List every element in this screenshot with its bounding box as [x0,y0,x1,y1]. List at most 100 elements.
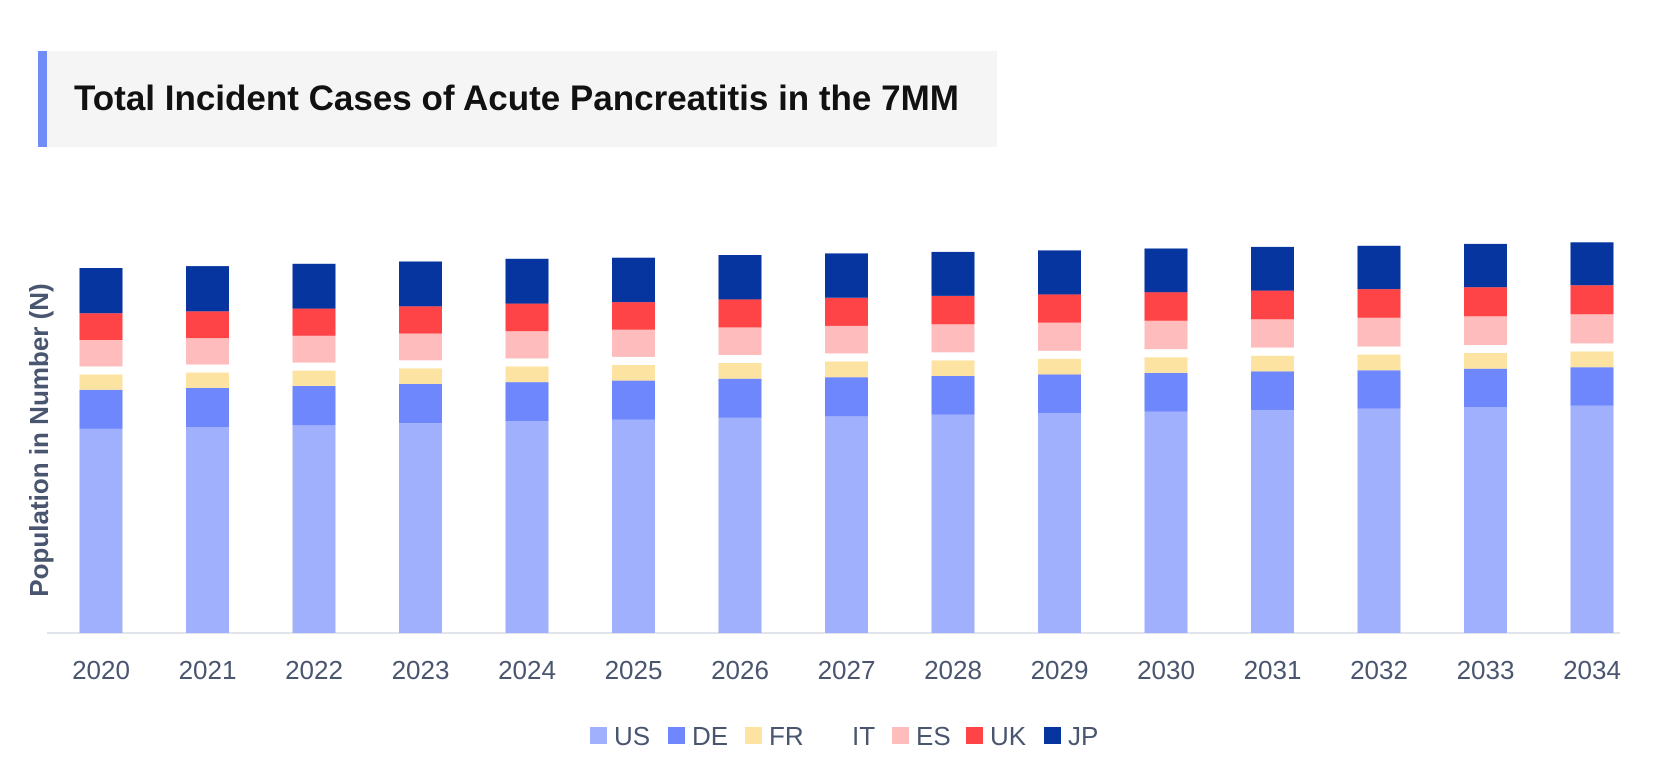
legend-swatch-us [590,727,607,744]
bar-de-2032 [1357,370,1401,409]
bar-es-2021 [186,338,229,365]
bar-es-2024 [505,331,549,359]
bar-fr-2033 [1464,353,1507,369]
bar-us-2025 [612,419,655,633]
bar-uk-2030 [1144,292,1188,321]
legend-label-it: IT [852,721,875,751]
x-tick-label-2033: 2033 [1457,655,1515,685]
bar-uk-2033 [1464,287,1507,317]
legend-swatch-es [892,727,909,744]
x-tick-label-2028: 2028 [924,655,982,685]
bar-de-2034 [1570,367,1614,406]
bar-es-2034 [1570,314,1614,344]
x-tick-label-2022: 2022 [285,655,343,685]
bar-it-2030 [1144,349,1188,358]
bar-fr-2024 [505,366,549,383]
chart-title: Total Incident Cases of Acute Pancreatit… [74,79,959,118]
bar-jp-2024 [505,258,549,304]
legend-swatch-it [828,727,845,744]
y-axis-label: Population in Number (N) [24,283,54,596]
bar-it-2031 [1251,347,1294,356]
bar-us-2029 [1038,413,1081,633]
bar-fr-2029 [1038,358,1081,375]
bar-es-2030 [1144,320,1188,350]
bar-fr-2023 [399,368,442,384]
bar-jp-2032 [1357,245,1401,290]
bar-es-2028 [931,324,975,353]
bar-us-2030 [1144,411,1188,633]
bar-it-2027 [825,353,868,362]
x-tick-label-2025: 2025 [605,655,663,685]
legend-label-fr: FR [769,721,804,751]
bar-uk-2023 [399,306,442,334]
bar-uk-2032 [1357,289,1401,318]
bar-jp-2030 [1144,248,1188,293]
legend-label-de: DE [692,721,728,751]
legend-swatch-jp [1044,727,1061,744]
bar-uk-2025 [612,302,655,330]
legend: US DE FR IT ES UK JP [590,721,1098,751]
bar-jp-2027 [825,253,868,298]
bar-es-2032 [1357,317,1401,347]
bar-jp-2031 [1251,246,1294,291]
bar-it-2020 [79,366,123,375]
bar-fr-2026 [718,363,762,379]
bar-us-2020 [79,428,123,633]
x-tick-label-2034: 2034 [1563,655,1621,685]
bar-it-2024 [505,358,549,367]
bar-it-2021 [186,364,229,373]
legend-swatch-fr [745,727,762,744]
bar-de-2027 [825,377,868,417]
bar-jp-2022 [292,263,336,309]
legend-label-us: US [614,721,650,751]
bar-it-2028 [931,352,975,361]
legend-label-es: ES [916,721,951,751]
bar-it-2034 [1570,343,1614,352]
bar-us-2031 [1251,410,1294,633]
bar-fr-2034 [1570,351,1614,368]
bar-uk-2031 [1251,290,1294,320]
bar-us-2024 [505,421,549,633]
bar-es-2033 [1464,316,1507,345]
chart-title-box: Total Incident Cases of Acute Pancreatit… [38,51,997,147]
bar-jp-2028 [931,251,975,296]
bar-us-2022 [292,425,336,633]
bar-jp-2029 [1038,250,1081,295]
bar-it-2025 [612,356,655,365]
bar-jp-2020 [79,268,123,314]
x-tick-label-2021: 2021 [179,655,237,685]
bar-es-2023 [399,333,442,361]
bar-it-2023 [399,360,442,369]
bar-de-2033 [1464,368,1507,407]
bar-it-2032 [1357,346,1401,355]
x-tick-label-2023: 2023 [392,655,450,685]
bar-jp-2034 [1570,242,1614,286]
bar-uk-2029 [1038,294,1081,323]
bar-fr-2028 [931,360,975,376]
bar-fr-2030 [1144,357,1188,373]
bar-de-2021 [186,387,229,427]
bar-uk-2020 [79,313,123,340]
bar-jp-2023 [399,261,442,307]
bar-de-2025 [612,380,655,420]
legend-label-jp: JP [1068,721,1098,751]
bar-de-2023 [399,384,442,424]
bar-es-2031 [1251,319,1294,348]
bar-es-2025 [612,329,655,357]
x-tick-labels: 2020 2021 2022 2023 2024 2025 2026 2027 2028 2029… [72,655,1621,685]
bar-fr-2020 [79,374,123,390]
bar-uk-2027 [825,297,868,326]
bar-uk-2022 [292,308,336,336]
x-tick-label-2027: 2027 [818,655,876,685]
bar-jp-2021 [186,266,229,312]
bar-de-2030 [1144,372,1188,412]
bar-de-2026 [718,378,762,418]
bar-us-2027 [825,416,868,633]
bar-uk-2024 [505,303,549,332]
bar-fr-2027 [825,361,868,378]
bar-us-2026 [718,417,762,633]
x-tick-label-2026: 2026 [711,655,769,685]
x-tick-label-2031: 2031 [1244,655,1302,685]
bar-it-2022 [292,362,336,371]
bar-jp-2025 [612,257,655,303]
